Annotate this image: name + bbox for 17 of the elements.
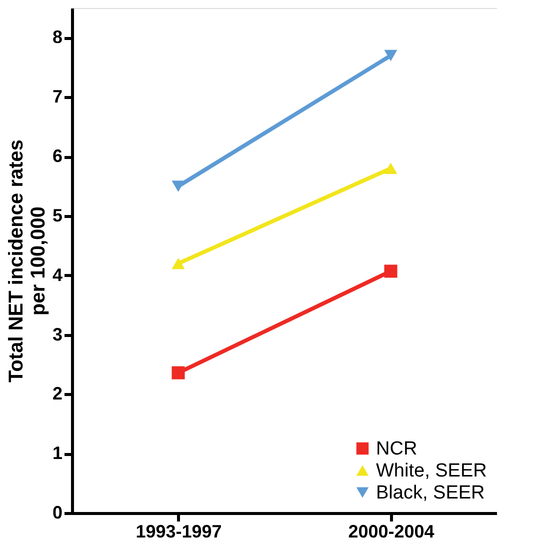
y-tick-label: 2 — [52, 384, 62, 404]
y-tick-label: 1 — [52, 443, 62, 464]
y-tick-label: 3 — [52, 324, 62, 344]
y-tick-label: 4 — [52, 264, 62, 285]
y-axis-title: Total NET incidence rates per 100,000 — [5, 139, 50, 383]
x-tick-label: 1993-1997 — [136, 522, 222, 542]
legend-label: White, SEER — [376, 460, 487, 482]
y-tick-label: 5 — [52, 205, 62, 226]
y-tick-label: 7 — [52, 86, 62, 107]
y-tick-label: 0 — [52, 502, 62, 522]
point — [172, 366, 185, 380]
legend-label: Black, SEER — [376, 482, 485, 504]
x-tick-label: 2000-2004 — [348, 522, 434, 542]
point — [384, 264, 398, 278]
y-tick-label: 8 — [52, 27, 62, 48]
legend-label: NCR — [376, 438, 418, 460]
y-tick-label: 6 — [52, 146, 62, 166]
